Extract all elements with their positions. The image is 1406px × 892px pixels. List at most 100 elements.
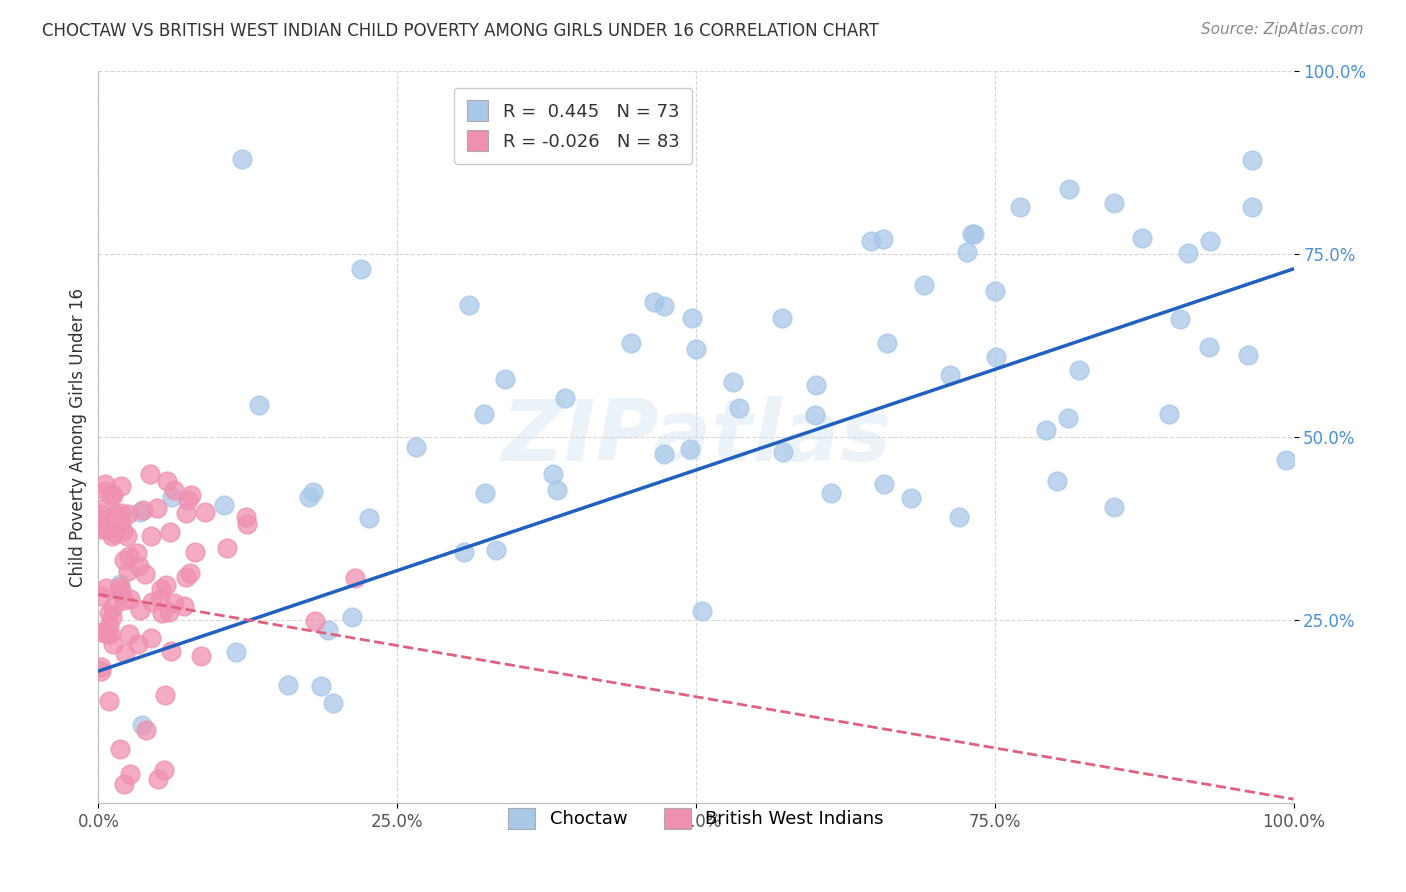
Point <box>1236 347 1258 361</box>
Point <box>912 277 935 292</box>
Point <box>231 152 253 166</box>
Point <box>101 610 124 624</box>
Point <box>96 627 118 641</box>
Point <box>115 529 138 543</box>
Point <box>155 689 177 703</box>
Point <box>159 525 181 540</box>
Point <box>112 777 135 791</box>
Point <box>804 409 827 423</box>
Point <box>1104 196 1126 211</box>
Point <box>139 467 162 481</box>
Point <box>118 592 141 607</box>
Point <box>128 603 150 617</box>
Point <box>150 582 173 597</box>
Point <box>541 467 564 481</box>
Point <box>131 502 153 516</box>
Point <box>546 483 568 497</box>
Point <box>1177 246 1199 260</box>
Point <box>225 645 247 659</box>
Point <box>90 522 112 536</box>
Point <box>101 599 124 614</box>
Point <box>94 477 117 491</box>
Point <box>652 299 675 313</box>
Point <box>163 483 186 497</box>
Point <box>90 507 112 521</box>
Point <box>150 606 173 620</box>
Point <box>117 564 139 578</box>
Point <box>184 545 207 559</box>
Point <box>960 227 983 241</box>
Point <box>215 541 238 555</box>
Point <box>458 298 481 312</box>
Point <box>343 571 366 585</box>
Point <box>110 479 132 493</box>
Point <box>90 512 112 526</box>
Point <box>236 516 259 531</box>
Point <box>112 593 135 607</box>
Point <box>163 596 186 610</box>
Point <box>139 529 162 543</box>
Point <box>160 490 183 504</box>
Point <box>900 491 922 505</box>
Point <box>141 595 163 609</box>
Point <box>179 566 201 581</box>
Point <box>484 543 506 558</box>
Point <box>728 401 751 416</box>
Point <box>131 718 153 732</box>
Point <box>342 610 364 624</box>
Point <box>309 679 332 693</box>
Point <box>322 697 344 711</box>
Point <box>180 488 202 502</box>
Point <box>405 440 427 454</box>
Point <box>101 529 124 543</box>
Point <box>1198 340 1220 354</box>
Point <box>127 637 149 651</box>
Point <box>474 486 496 500</box>
Point <box>90 589 112 603</box>
Point <box>110 516 132 530</box>
Point <box>118 626 141 640</box>
Point <box>146 772 169 786</box>
Point <box>90 501 112 516</box>
Point <box>146 500 169 515</box>
Point <box>173 599 195 613</box>
Point <box>963 227 986 241</box>
Point <box>494 371 516 385</box>
Text: Source: ZipAtlas.com: Source: ZipAtlas.com <box>1201 22 1364 37</box>
Point <box>859 234 882 248</box>
Point <box>984 285 1007 299</box>
Point <box>681 310 703 325</box>
Point <box>190 649 212 664</box>
Point <box>108 580 131 594</box>
Point <box>101 488 124 502</box>
Point <box>110 582 132 597</box>
Point <box>820 486 842 500</box>
Point <box>235 510 257 524</box>
Point <box>97 606 120 620</box>
Point <box>679 442 702 457</box>
Point <box>112 553 135 567</box>
Text: ZIPatlas: ZIPatlas <box>501 395 891 479</box>
Point <box>247 398 270 412</box>
Point <box>1199 234 1222 248</box>
Point <box>100 627 122 641</box>
Point <box>298 490 321 504</box>
Point <box>97 693 120 707</box>
Point <box>155 578 177 592</box>
Point <box>1168 311 1191 326</box>
Point <box>100 488 122 502</box>
Point <box>117 507 139 521</box>
Point <box>772 445 794 459</box>
Point <box>110 507 132 521</box>
Point <box>111 524 134 538</box>
Point <box>1130 231 1153 245</box>
Point <box>120 767 142 781</box>
Point <box>114 646 136 660</box>
Point <box>876 335 898 350</box>
Point <box>94 522 117 536</box>
Point <box>128 505 150 519</box>
Point <box>453 544 475 558</box>
Point <box>1275 453 1298 467</box>
Point <box>134 566 156 581</box>
Point <box>472 407 495 421</box>
